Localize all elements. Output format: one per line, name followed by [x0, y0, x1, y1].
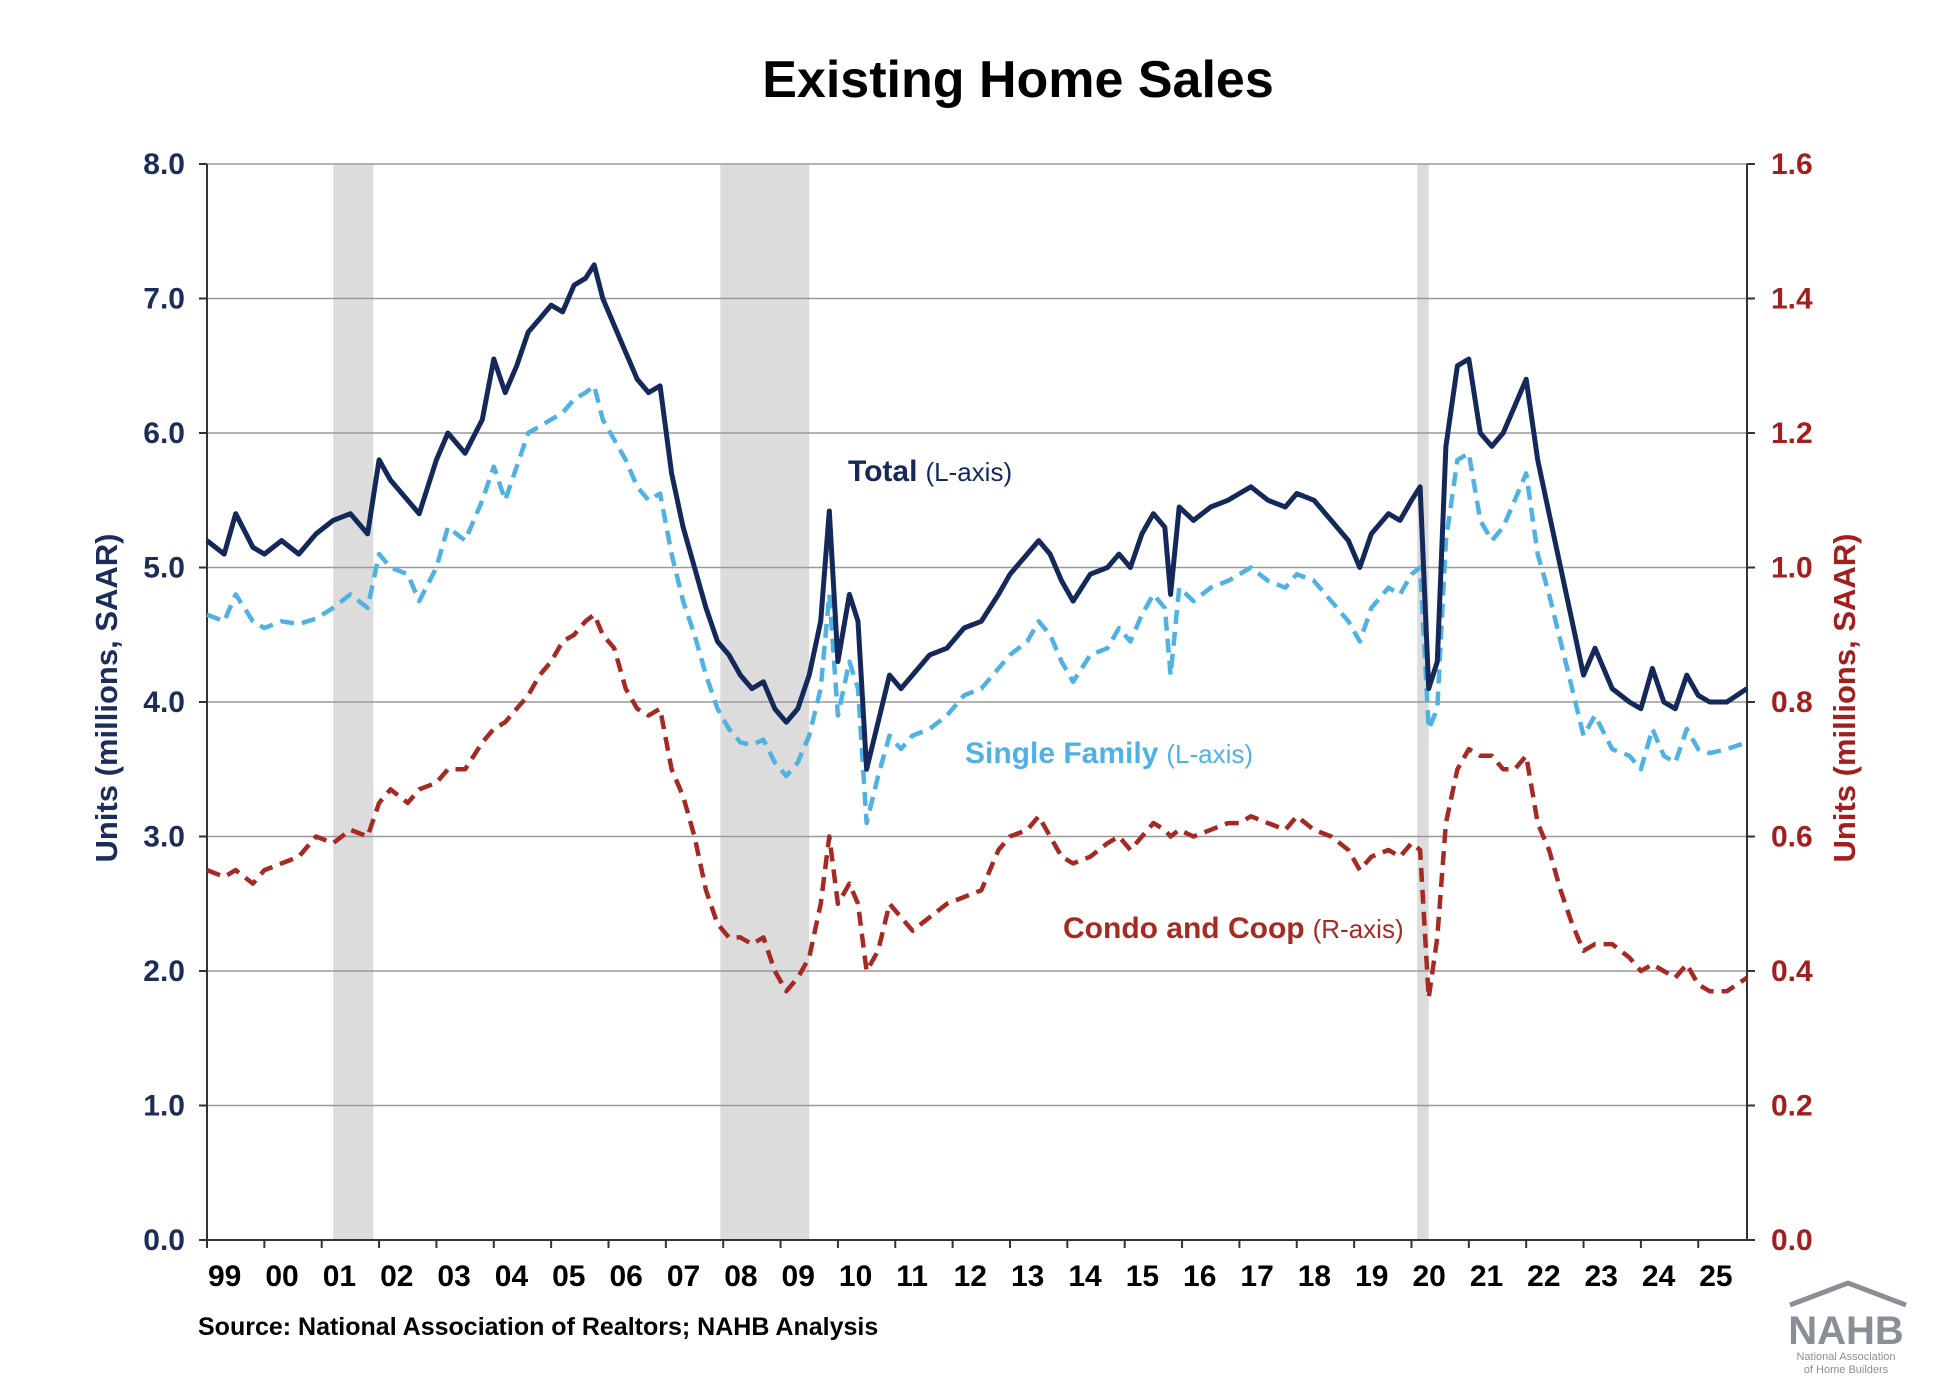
right-tick-label: 1.2	[1771, 417, 1813, 450]
x-tick-label: 99	[208, 1260, 241, 1293]
x-tick-label: 09	[782, 1260, 815, 1293]
condo-label-axis: (R-axis)	[1313, 914, 1404, 944]
x-tick-label: 15	[1126, 1260, 1159, 1293]
x-tick-label: 10	[839, 1260, 872, 1293]
right-tick-label: 1.6	[1771, 148, 1813, 181]
left-tick-label: 8.0	[143, 148, 185, 181]
left-tick-label: 4.0	[143, 686, 185, 719]
right-tick-label: 1.0	[1771, 552, 1813, 585]
total-series-line	[205, 262, 1749, 772]
left-tick-label: 3.0	[143, 821, 185, 854]
x-tick-label: 12	[954, 1260, 987, 1293]
single-family-series-line	[206, 383, 1748, 826]
logo-text: NAHB	[1788, 1309, 1904, 1353]
tick-labels: 0.0 1.0 2.0 3.0 4.0 5.0 6.0 7.0 8.0 0.0 0.2 0.4 0.6 0…	[143, 148, 1813, 1293]
series-lines	[205, 262, 1749, 1001]
x-tick-label: 17	[1240, 1260, 1273, 1293]
left-tick-label: 1.0	[143, 1090, 185, 1123]
x-tick-label: 04	[495, 1260, 529, 1293]
total-label-name: Total	[848, 455, 917, 488]
source-note: Source: National Association of Realtors…	[198, 1313, 878, 1341]
x-tick-label: 07	[667, 1260, 700, 1293]
x-tick-label: 13	[1011, 1260, 1044, 1293]
right-axis-title: Units (millions, SAAR)	[1827, 534, 1862, 863]
total-label-axis: (L-axis)	[925, 457, 1012, 487]
right-tick-label: 0.6	[1771, 821, 1813, 854]
left-tick-label: 2.0	[143, 955, 185, 988]
gridlines	[207, 163, 1747, 1107]
x-tick-label: 14	[1068, 1260, 1102, 1293]
single-family-series-label: Single Family (L-axis)	[965, 737, 1253, 770]
single-family-label-name: Single Family	[965, 737, 1159, 770]
logo-subtitle-2: of Home Builders	[1804, 1364, 1889, 1376]
x-tick-label: 23	[1585, 1260, 1618, 1293]
right-tick-label: 1.4	[1771, 283, 1813, 316]
nahb-logo: NAHB National Association of Home Builde…	[1788, 1280, 1907, 1376]
x-tick-label: 22	[1527, 1260, 1560, 1293]
x-tick-label: 05	[552, 1260, 585, 1293]
total-series-label: Total (L-axis)	[848, 455, 1012, 488]
left-tick-label: 0.0	[143, 1224, 185, 1257]
condo-and-coop-series-line	[206, 612, 1749, 1001]
x-tick-label: 00	[265, 1260, 298, 1293]
left-tick-label: 5.0	[143, 552, 185, 585]
right-tick-label: 0.8	[1771, 686, 1813, 719]
right-tick-label: 0.0	[1771, 1224, 1813, 1257]
x-tick-label: 20	[1412, 1260, 1445, 1293]
house-roof-icon	[1789, 1280, 1907, 1308]
x-tick-label: 18	[1298, 1260, 1331, 1293]
left-tick-label: 6.0	[143, 417, 185, 450]
x-tick-label: 19	[1355, 1260, 1388, 1293]
x-tick-label: 01	[323, 1260, 356, 1293]
x-tick-label: 11	[896, 1260, 928, 1293]
x-tick-label: 21	[1470, 1260, 1503, 1293]
x-tick-label: 24	[1642, 1260, 1676, 1293]
right-tick-label: 0.2	[1771, 1090, 1813, 1123]
left-tick-label: 7.0	[143, 283, 185, 316]
chart-title: Existing Home Sales	[762, 51, 1274, 109]
x-tick-label: 08	[724, 1260, 757, 1293]
x-tick-label: 02	[380, 1260, 413, 1293]
x-tick-label: 06	[609, 1260, 642, 1293]
axes	[199, 163, 1755, 1248]
x-tick-label: 25	[1699, 1260, 1732, 1293]
single-family-label-axis: (L-axis)	[1166, 739, 1253, 769]
x-tick-label: 03	[437, 1260, 470, 1293]
left-axis-title: Units (millions, SAAR)	[89, 534, 124, 863]
logo-subtitle-1: National Association	[1796, 1351, 1895, 1363]
x-tick-label: 16	[1183, 1260, 1216, 1293]
condo-label-name: Condo and Coop	[1063, 912, 1305, 945]
right-tick-label: 0.4	[1771, 955, 1813, 988]
condo-series-label: Condo and Coop (R-axis)	[1063, 912, 1404, 945]
